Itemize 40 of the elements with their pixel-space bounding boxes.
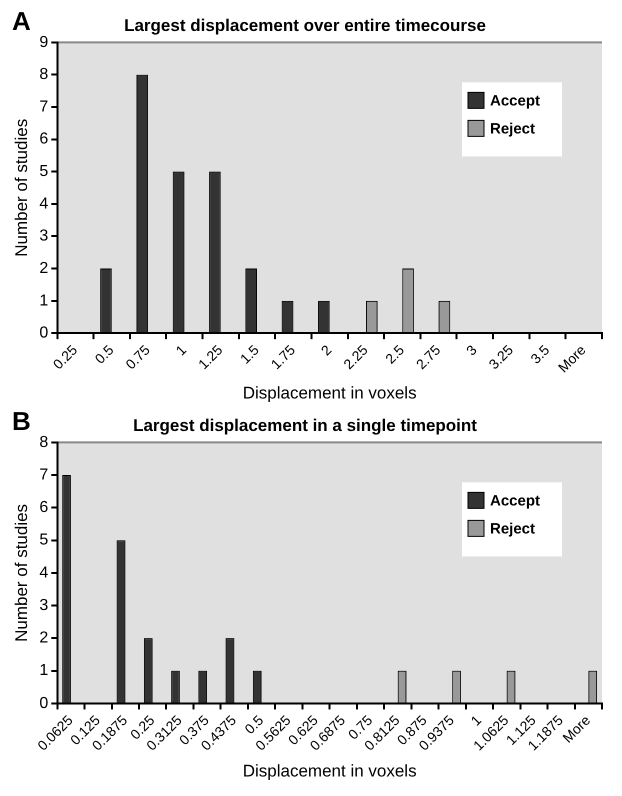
y-tick-label: 6	[39, 499, 48, 516]
x-tick-label: 2	[318, 342, 335, 358]
x-tick-label: 0.5	[92, 341, 117, 367]
y-tick-label: 8	[39, 66, 48, 84]
y-tick-label: 3	[39, 596, 48, 614]
y-tick-label: 0	[39, 694, 48, 712]
x-axis-title: Displacement in voxels	[242, 383, 417, 402]
y-tick-label: 7	[39, 466, 48, 484]
y-tick-label: 5	[39, 163, 48, 180]
text: B	[12, 406, 31, 436]
x-tick-label: 3	[462, 342, 480, 358]
x-tick-label: 2.5	[382, 341, 408, 367]
chart-title: Largest displacement over entire timecourse	[124, 16, 486, 35]
y-axis-title: Number of studies	[12, 504, 31, 642]
x-axis-title: Displacement in voxels	[242, 761, 417, 780]
text: A	[12, 6, 31, 36]
x-tick-label: 3.5	[527, 341, 553, 367]
legend-label: Reject	[490, 120, 536, 138]
legend-label: Accept	[490, 492, 540, 510]
y-tick-label: 5	[39, 532, 48, 549]
y-tick-label: 8	[39, 434, 48, 451]
chart-title: Largest displacement in a single timepoint	[133, 416, 478, 435]
y-tick-label: 9	[39, 34, 48, 51]
legend-label: Reject	[490, 520, 536, 538]
y-tick-label: 0	[39, 324, 48, 342]
x-tick-label: 1.5	[236, 341, 262, 367]
y-tick-label: 2	[39, 260, 48, 277]
y-tick-label: 2	[39, 630, 48, 647]
x-tick-label: 0.25	[50, 341, 80, 372]
y-tick-label: 6	[39, 130, 48, 148]
y-axis-title: Number of studies	[12, 118, 31, 257]
y-tick-label: 4	[39, 564, 48, 582]
legend-label: Accept	[490, 92, 540, 110]
x-tick-label: 0.75	[122, 341, 154, 372]
y-tick-label: 1	[39, 662, 48, 680]
y-tick-label: 7	[39, 98, 48, 116]
y-tick-label: 3	[39, 228, 48, 245]
y-tick-label: 1	[39, 292, 48, 310]
x-tick-label: 1	[172, 342, 190, 358]
y-tick-label: 4	[39, 195, 48, 212]
